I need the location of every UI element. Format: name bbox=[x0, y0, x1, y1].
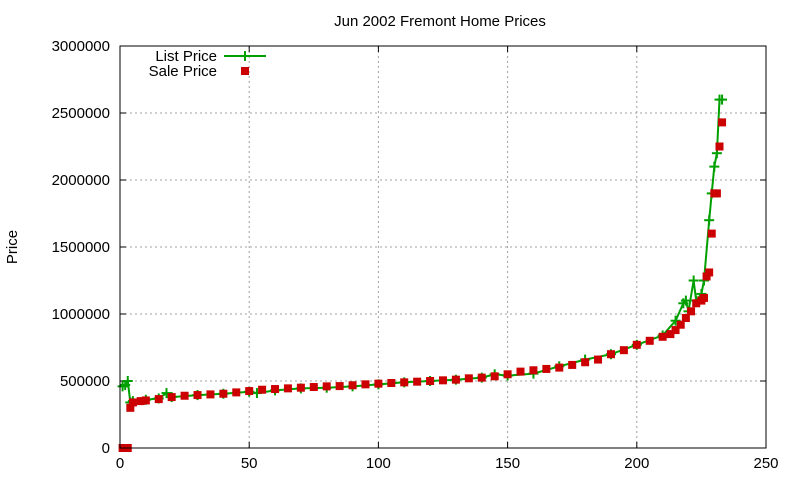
sale-price-point bbox=[568, 360, 577, 369]
list-price-point bbox=[122, 376, 133, 386]
chart-title: Jun 2002 Fremont Home Prices bbox=[334, 13, 546, 30]
list-price-point bbox=[161, 388, 172, 399]
sale-price-point bbox=[309, 383, 318, 392]
sale-price-point bbox=[439, 376, 447, 385]
sale-price-point bbox=[529, 366, 538, 375]
sale-price-point bbox=[348, 381, 357, 390]
sale-price-point bbox=[503, 370, 512, 379]
list-price-point bbox=[688, 275, 699, 286]
sale-price-point bbox=[671, 326, 680, 335]
y-tick-label: 1000000 bbox=[52, 306, 110, 323]
sale-price-point bbox=[516, 367, 525, 376]
list-price-series bbox=[117, 94, 728, 408]
axis-ticks: 0 50 100 150 200 250 0 500000 1000000 1500000 2000… bbox=[52, 38, 779, 472]
list-price-point bbox=[709, 161, 720, 172]
x-tick-label: 100 bbox=[366, 455, 391, 472]
sale-price-point bbox=[335, 382, 344, 391]
sale-price-point bbox=[619, 346, 628, 355]
legend-swatch-sale-price bbox=[241, 67, 249, 75]
list-price-line bbox=[122, 98, 723, 404]
sale-price-point bbox=[692, 299, 701, 308]
sale-price-point bbox=[426, 377, 435, 385]
sale-price-point bbox=[594, 355, 603, 364]
sale-price-point bbox=[715, 142, 724, 151]
sale-price-point bbox=[606, 350, 615, 359]
sale-price-point bbox=[258, 385, 267, 394]
sale-price-point bbox=[154, 395, 163, 404]
sale-price-point bbox=[707, 229, 716, 238]
sale-price-point bbox=[322, 382, 331, 391]
legend: List Price Sale Price bbox=[149, 48, 266, 80]
sale-price-point bbox=[676, 320, 685, 329]
list-price-point bbox=[680, 295, 691, 306]
list-price-point bbox=[717, 94, 728, 105]
sale-price-point bbox=[464, 374, 473, 383]
sale-price-point bbox=[712, 189, 721, 198]
sale-price-point bbox=[245, 387, 254, 396]
y-axis-label: Price bbox=[4, 230, 21, 264]
sale-price-point bbox=[193, 391, 202, 400]
sale-price-point bbox=[387, 379, 396, 388]
sale-price-point bbox=[136, 397, 145, 406]
y-tick-label: 3000000 bbox=[52, 38, 110, 55]
y-tick-label: 2000000 bbox=[52, 172, 110, 189]
sale-price-point bbox=[167, 393, 176, 402]
legend-label-list-price: List Price bbox=[155, 48, 217, 65]
sale-price-point bbox=[490, 372, 499, 381]
sale-price-point bbox=[180, 391, 189, 400]
sale-price-point bbox=[555, 363, 564, 372]
sale-price-point bbox=[413, 377, 422, 386]
sale-price-point bbox=[141, 396, 150, 405]
sale-price-point bbox=[477, 373, 486, 382]
sale-price-point bbox=[374, 379, 383, 388]
sale-price-point bbox=[206, 390, 215, 399]
sale-price-point bbox=[705, 268, 714, 277]
sale-price-point bbox=[699, 293, 708, 302]
sale-price-point bbox=[666, 330, 675, 339]
y-tick-label: 1500000 bbox=[52, 239, 110, 256]
sale-price-point bbox=[542, 364, 551, 373]
x-tick-label: 50 bbox=[241, 455, 258, 472]
sale-price-point bbox=[632, 340, 641, 349]
list-price-point bbox=[670, 315, 681, 326]
x-tick-label: 150 bbox=[495, 455, 520, 472]
sale-price-point bbox=[645, 336, 654, 345]
y-tick-label: 0 bbox=[102, 440, 110, 457]
sale-price-point bbox=[361, 380, 370, 389]
y-tick-label: 2500000 bbox=[52, 105, 110, 122]
x-tick-label: 200 bbox=[624, 455, 649, 472]
sale-price-point bbox=[681, 314, 690, 323]
sale-price-point bbox=[718, 118, 727, 127]
grid-lines bbox=[120, 46, 766, 448]
list-price-point bbox=[704, 215, 715, 226]
sale-price-point bbox=[687, 307, 696, 316]
x-tick-label: 0 bbox=[116, 455, 124, 472]
sale-price-point bbox=[702, 272, 711, 281]
sale-price-point bbox=[128, 398, 137, 407]
sale-price-point bbox=[232, 388, 241, 397]
plot-frame bbox=[119, 45, 767, 449]
sale-price-point bbox=[126, 403, 135, 412]
sale-price-point bbox=[219, 389, 228, 398]
sale-price-point bbox=[581, 358, 590, 367]
legend-label-sale-price: Sale Price bbox=[149, 63, 217, 80]
sale-price-point bbox=[283, 384, 292, 393]
sale-price-point bbox=[658, 332, 667, 341]
sale-price-point bbox=[271, 385, 280, 394]
y-tick-label: 500000 bbox=[60, 373, 110, 390]
sale-price-point bbox=[400, 378, 409, 387]
x-tick-label: 250 bbox=[753, 455, 778, 472]
sale-price-point bbox=[296, 383, 305, 392]
sale-price-point bbox=[451, 375, 460, 384]
sale-price-series bbox=[118, 118, 727, 452]
